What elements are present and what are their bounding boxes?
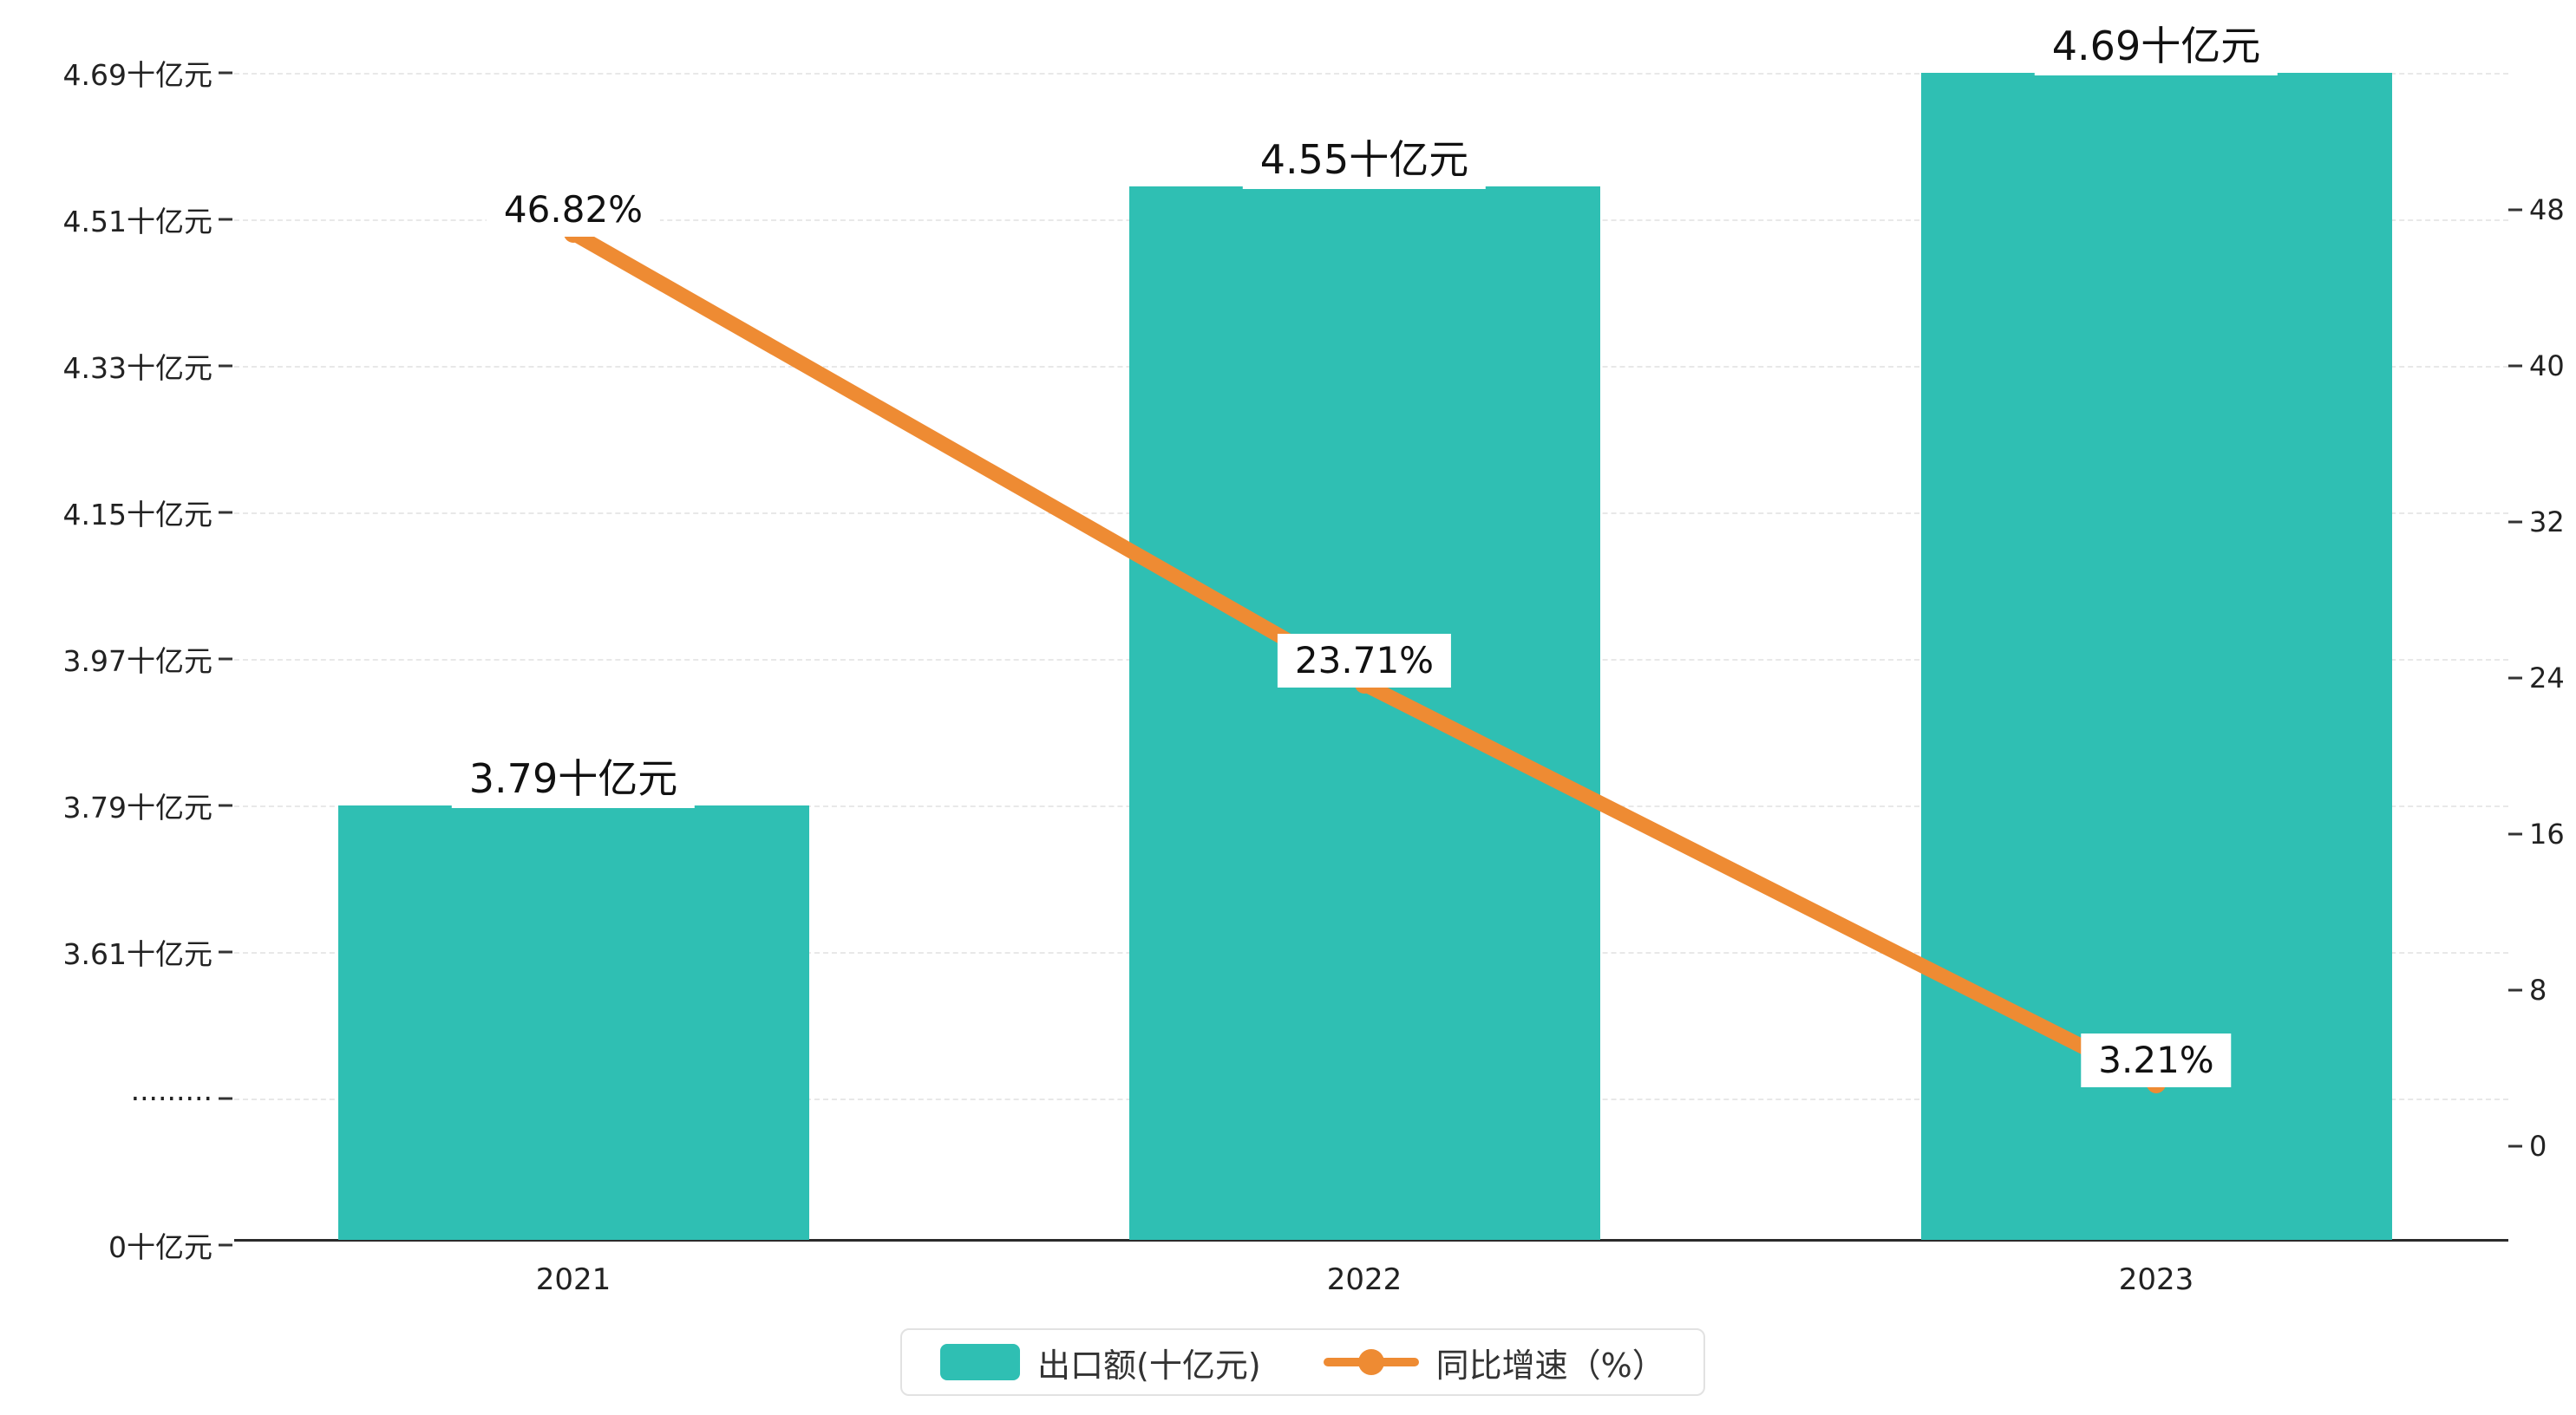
y-axis-left-tick-mark — [219, 1243, 232, 1247]
y-axis-left-tick-mark — [219, 657, 232, 661]
y-axis-left-tick-label: 4.51十亿元 — [62, 205, 212, 238]
y-axis-right-tick-label: 32 — [2529, 505, 2565, 538]
legend-item-bar[interactable]: 出口额(十亿元) — [940, 1339, 1261, 1386]
line-point-label: 3.21% — [2081, 1034, 2232, 1088]
line-point-label: 46.82% — [486, 183, 661, 238]
gridline-horizontal — [234, 73, 2508, 75]
y-axis-left-tick-label: 3.97十亿元 — [62, 644, 212, 678]
y-axis-left-tick-mark — [219, 950, 232, 954]
y-axis-left-tick-label: 3.61十亿元 — [62, 937, 212, 971]
y-axis-left-tick-mark — [219, 804, 232, 807]
y-axis-right-tick-label: 24 — [2529, 662, 2565, 694]
y-axis-left-tick-label: 3.79十亿元 — [62, 791, 212, 825]
y-axis-right-tick-label: 8 — [2529, 974, 2547, 1007]
y-axis-right-tick-mark — [2508, 520, 2522, 524]
x-axis-label: 2022 — [1326, 1262, 1402, 1297]
line-series-marker — [1323, 1349, 1419, 1375]
y-axis-left-tick-mark — [219, 1097, 232, 1100]
y-axis-right-tick-mark — [2508, 832, 2522, 836]
legend-line-label: 同比增速（%） — [1435, 1346, 1665, 1385]
x-axis-label: 2023 — [2118, 1262, 2194, 1297]
y-axis-left-tick-label: 0十亿元 — [108, 1230, 212, 1264]
x-axis-label: 2021 — [535, 1262, 611, 1297]
y-axis-right-tick-label: 16 — [2529, 818, 2565, 851]
bar-value-label: 4.69十亿元 — [2034, 17, 2279, 76]
y-axis-right-tick-label: 48 — [2529, 193, 2565, 226]
y-axis-left-tick-label: 4.15十亿元 — [62, 498, 212, 531]
bar-series-swatch — [940, 1344, 1020, 1380]
y-axis-left-tick-mark — [219, 511, 232, 514]
y-axis-left-tick-mark — [219, 364, 232, 368]
y-axis-left-tick-label: 4.33十亿元 — [62, 351, 212, 385]
legend: 出口额(十亿元) 同比增速（%） — [900, 1328, 1705, 1396]
line-point-label: 23.71% — [1277, 634, 1452, 688]
x-axis-line — [234, 1239, 2508, 1242]
legend-bar-label: 出口额(十亿元) — [1037, 1346, 1261, 1385]
y-axis-right-tick-mark — [2508, 988, 2522, 992]
y-axis-right-tick-mark — [2508, 676, 2522, 680]
y-axis-left-tick-label: ········· — [130, 1081, 212, 1116]
y-axis-right-tick-mark — [2508, 1144, 2522, 1148]
y-axis-right-tick-label: 40 — [2529, 349, 2565, 382]
bar-value-label: 3.79十亿元 — [451, 750, 696, 809]
bar-value-label: 4.55十亿元 — [1242, 131, 1487, 190]
y-axis-right-tick-label: 0 — [2529, 1130, 2547, 1163]
y-axis-right-tick-mark — [2508, 208, 2522, 212]
line-marker-dot — [1357, 1349, 1384, 1375]
y-axis-right-tick-mark — [2508, 364, 2522, 368]
y-axis-left-tick-label: 4.69十亿元 — [62, 58, 212, 92]
y-axis-left-tick-mark — [219, 218, 232, 221]
legend-item-line[interactable]: 同比增速（%） — [1323, 1339, 1665, 1386]
y-axis-left-tick-mark — [219, 71, 232, 75]
